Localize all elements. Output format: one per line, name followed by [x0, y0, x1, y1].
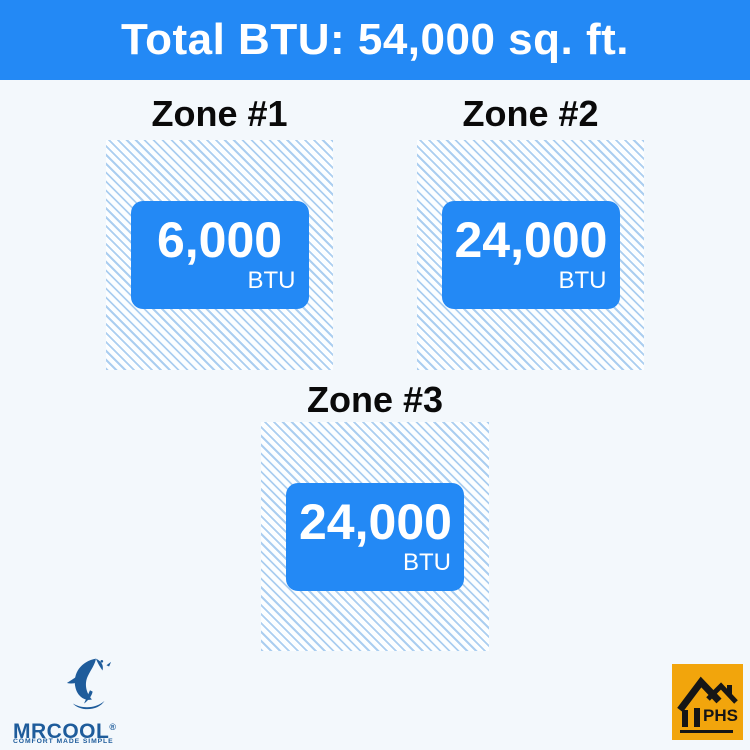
mrcool-logo: MRCOOL® COMFORT MADE SIMPLE [13, 656, 128, 746]
header-banner: Total BTU: 54,000 sq. ft. [0, 0, 750, 80]
zone2-title: Zone #2 [462, 93, 599, 134]
phs-logo: PHS [672, 664, 743, 740]
zone2-area: 24,000 BTU [417, 140, 644, 370]
zone1-btu-unit: BTU [247, 267, 296, 294]
page-title: Total BTU: 54,000 sq. ft. [121, 15, 629, 64]
zone1-btu-value: 6,000 [156, 212, 283, 268]
registered-mark: ® [109, 722, 117, 732]
phs-label: PHS [703, 706, 738, 725]
zone1-area: 6,000 BTU [106, 140, 333, 370]
zone3-title: Zone #3 [306, 379, 444, 420]
mrcool-wordmark: MRCOOL® [13, 720, 117, 743]
mrcool-penguin-icon [66, 658, 112, 710]
zone3-btu-card: 24,000 BTU [286, 482, 464, 591]
zone1-title: Zone #1 [151, 93, 288, 134]
zone3-btu-unit: BTU [403, 548, 451, 576]
zone1-btu-card: 6,000 BTU [130, 201, 309, 309]
phs-house-icon [677, 676, 738, 733]
zone3-area: 24,000 BTU [261, 422, 489, 651]
zone2-btu-card: 24,000 BTU [441, 201, 620, 309]
mrcool-tagline: COMFORT MADE SIMPLE [13, 738, 114, 745]
zone3-btu-value: 24,000 [299, 493, 452, 550]
zone2-btu-value: 24,000 [454, 212, 608, 268]
zone2-btu-unit: BTU [558, 267, 607, 294]
